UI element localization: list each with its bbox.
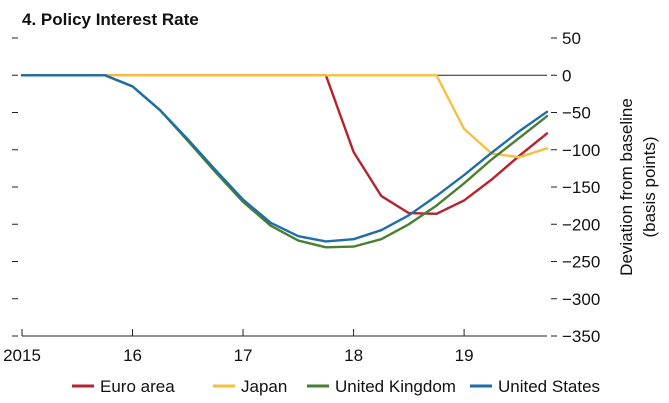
y-tick-label: −350: [562, 327, 600, 346]
legend-label-euro-area: Euro area: [100, 377, 175, 396]
legend-label-united-kingdom: United Kingdom: [335, 377, 456, 396]
chart-title: 4. Policy Interest Rate: [22, 10, 199, 29]
legend-label-japan: Japan: [241, 377, 287, 396]
y-tick-label: −200: [562, 215, 600, 234]
y-axis-title: Deviation from baseline (basis points): [617, 98, 659, 276]
series-line-united-states: [20, 74, 549, 243]
x-tick-label: 17: [234, 346, 253, 365]
y-axis-title-line2: (basis points): [640, 136, 659, 237]
x-tick-label: 2015: [3, 346, 41, 365]
y-axis-title-line1: Deviation from baseline: [617, 98, 636, 276]
x-tick-label: 19: [455, 346, 474, 365]
series-layer: [20, 74, 549, 249]
series-line-euro-area: [20, 74, 549, 216]
axes: 50 0 −50 −100 −150 −200 −250 −300 −350 2015 16 17 18…: [3, 29, 600, 365]
y-tick-label: −150: [562, 178, 600, 197]
y-tick-label: −300: [562, 290, 600, 309]
legend-label-united-states: United States: [498, 377, 600, 396]
legend: Euro area Japan United Kingdom United State…: [72, 377, 600, 396]
y-tick-label: −50: [562, 104, 591, 123]
y-tick-label: 0: [562, 66, 571, 85]
series-line-japan: [20, 74, 549, 159]
x-tick-label: 18: [344, 346, 363, 365]
y-tick-label: 50: [562, 29, 581, 48]
x-tick-label: 16: [123, 346, 142, 365]
y-tick-label: −100: [562, 141, 600, 160]
series-line-united-kingdom: [20, 74, 549, 249]
y-tick-label: −250: [562, 253, 600, 272]
